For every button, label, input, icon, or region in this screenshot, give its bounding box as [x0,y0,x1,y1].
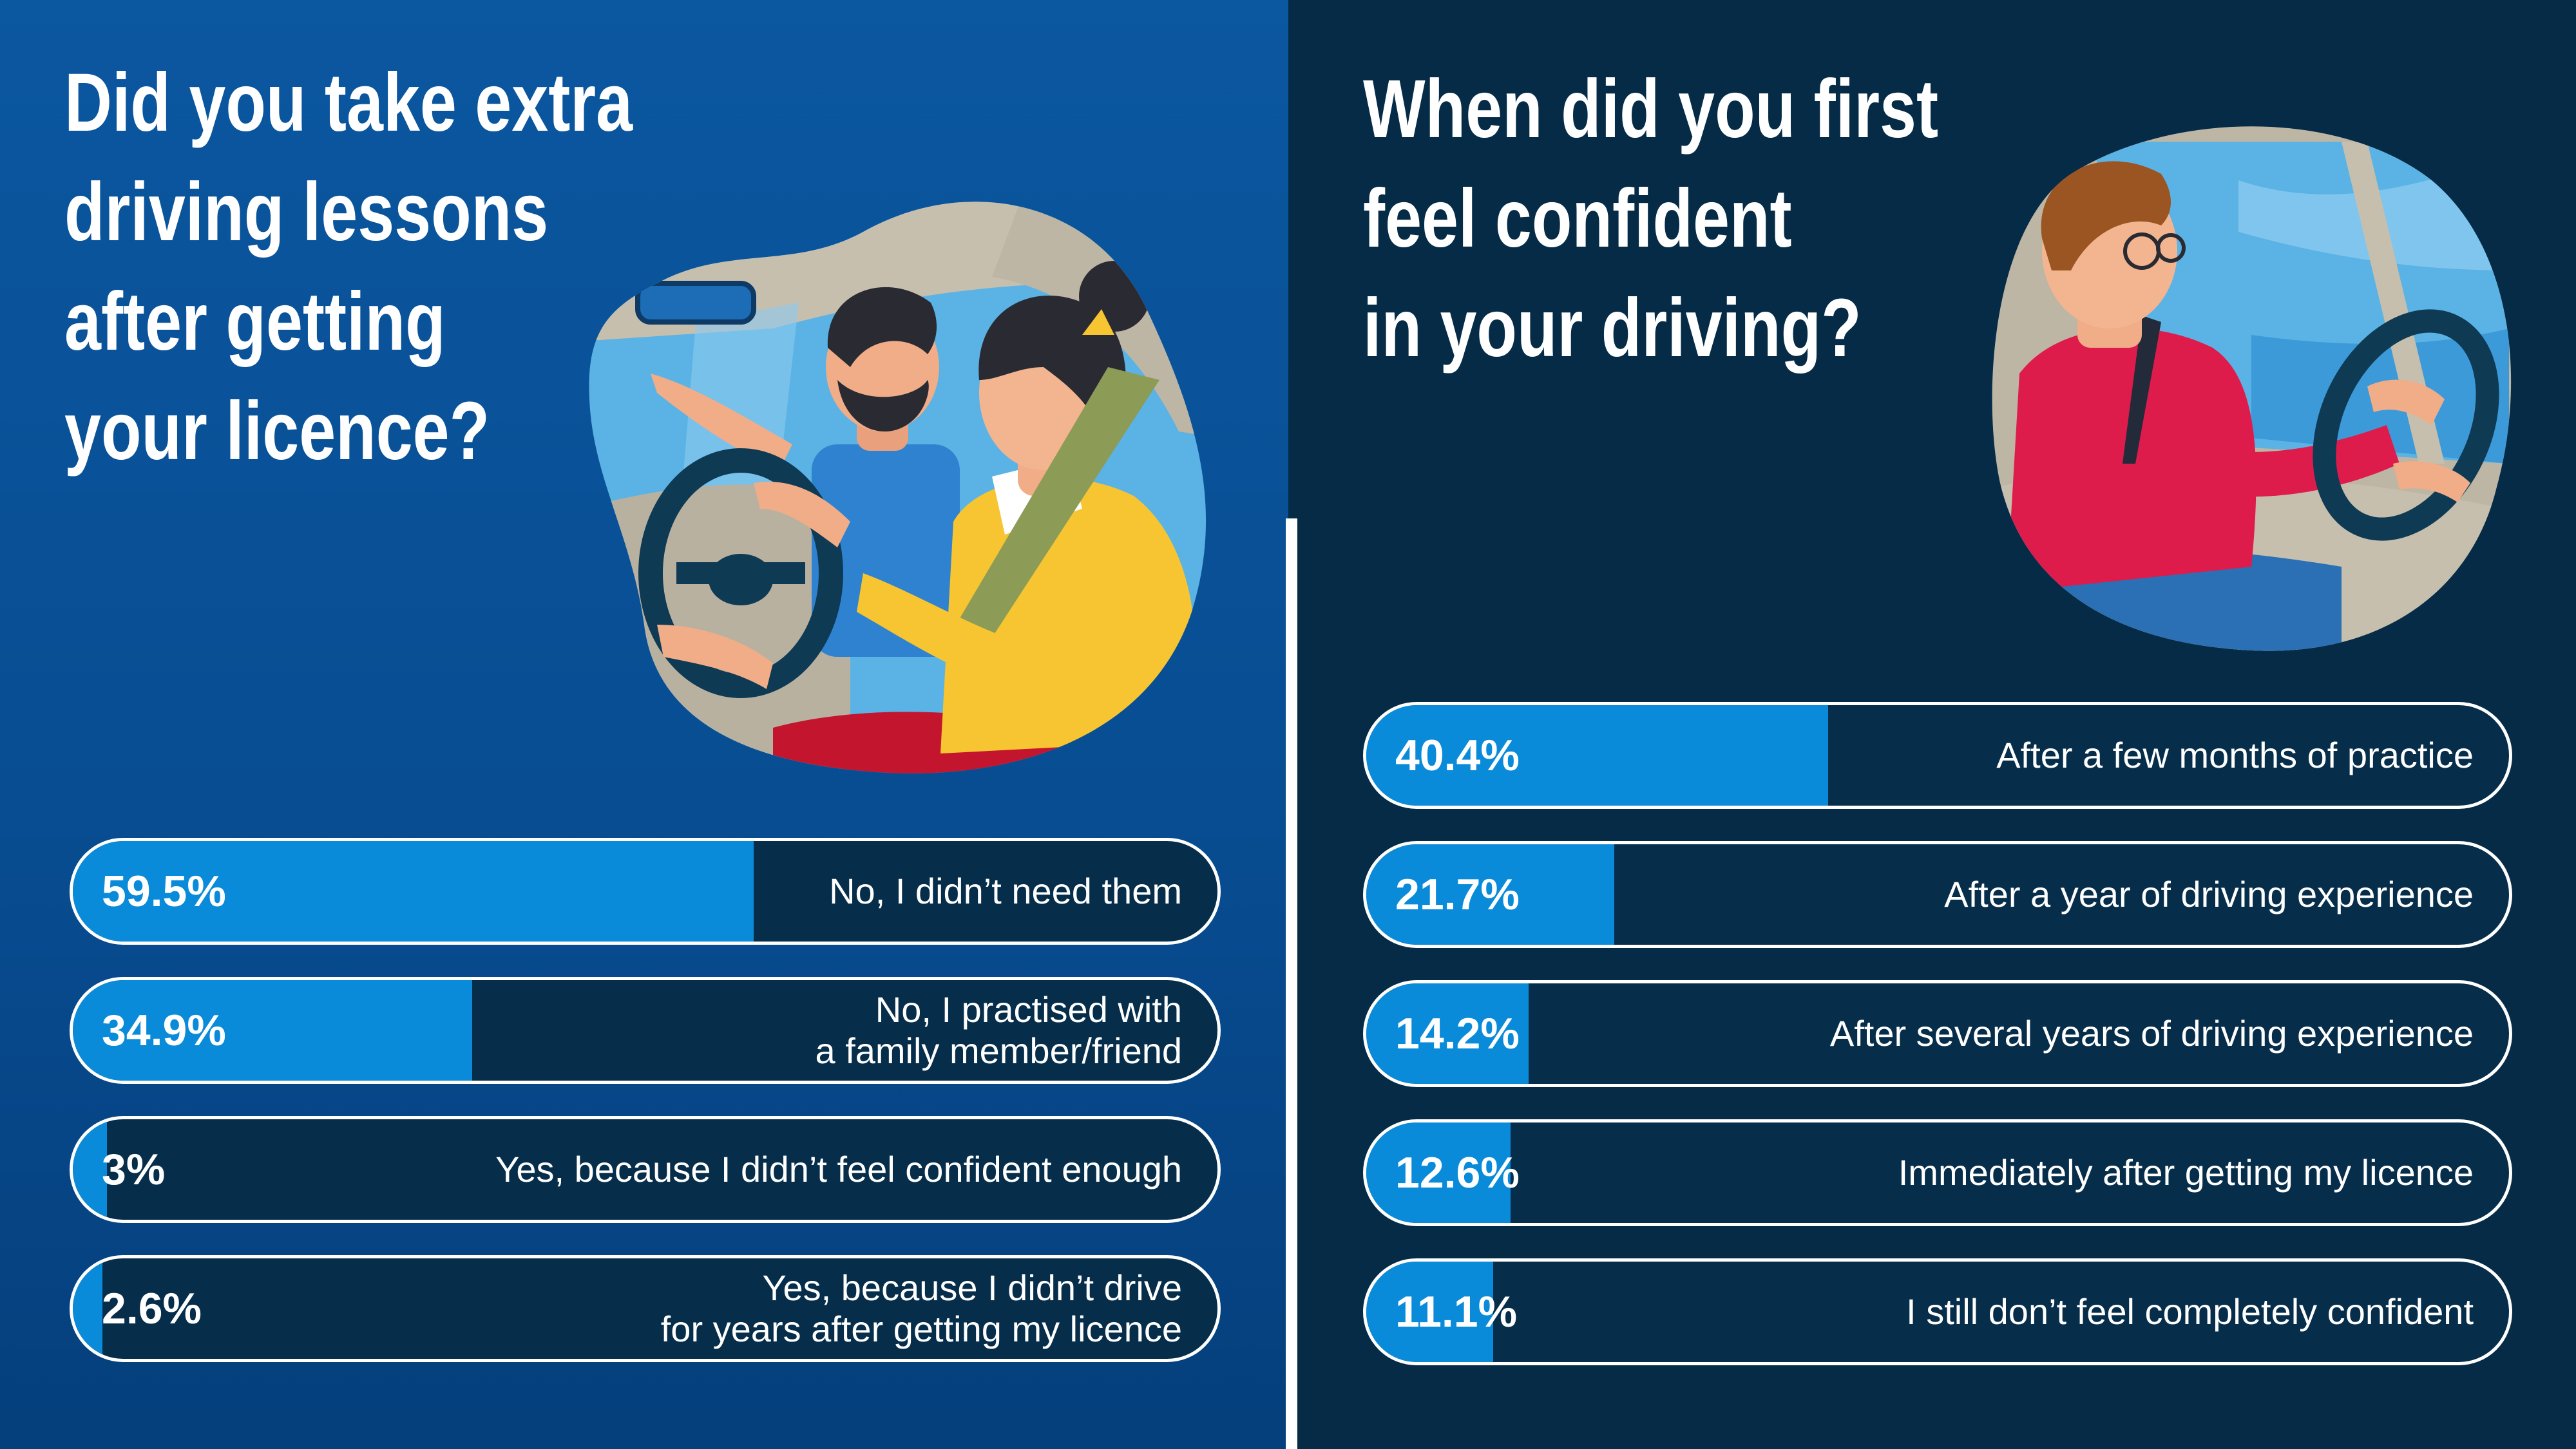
bar-row: 40.4% After a few months of practice [1363,702,2512,809]
bar-fill [73,1258,103,1359]
bar-category-label: Yes, because I didn’t feel confident eno… [495,1119,1182,1220]
bar-category-line: a family member/friend [815,1030,1182,1071]
bar-value-label: 2.6% [102,1284,202,1333]
bar-fill [73,980,473,1081]
bar-category-line: No, I practised with [875,989,1182,1030]
bar-row: 21.7% After a year of driving experience [1363,841,2512,948]
bar-category-line: After a year of driving experience [1944,874,2474,914]
bar-value-label: 3% [102,1145,166,1194]
bar-fill [1366,1122,1511,1223]
car-passengers-illustration [589,202,1207,773]
right-title-line: feel confident [1363,173,1792,265]
bar-category-line: Yes, because I didn’t feel confident eno… [495,1149,1182,1189]
left-bar-chart: 59.5% No, I didn’t need them 34.9% No, I… [70,838,1221,1366]
bar-fill [1366,705,1828,806]
left-title-line: driving lessons [64,166,549,258]
bar-category-label: After a few months of practice [1996,705,2474,806]
bar-category-line: Immediately after getting my licence [1898,1152,2474,1193]
bar-category-label: No, I practised with a family member/fri… [815,980,1182,1081]
left-title-line: your licence? [64,385,490,477]
bar-row: 11.1% I still don’t feel completely conf… [1363,1258,2512,1365]
bar-value-label: 11.1% [1395,1287,1518,1336]
panel-divider [1286,518,1297,1449]
bar-row: 14.2% After several years of driving exp… [1363,980,2512,1087]
bar-fill [1366,983,1529,1084]
bar-category-label: I still don’t feel completely confident [1906,1262,2474,1362]
left-panel: Did you take extra driving lessons after… [0,0,1288,1449]
bar-row: 12.6% Immediately after getting my licen… [1363,1119,2512,1226]
bar-category-line: I still don’t feel completely confident [1906,1291,2474,1332]
bar-category-line: No, I didn’t need them [829,871,1182,911]
bar-category-label: Immediately after getting my licence [1898,1122,2474,1223]
left-title-line: Did you take extra [64,57,633,149]
bar-value-label: 34.9% [102,1006,226,1055]
bar-category-label: After a year of driving experience [1944,844,2474,945]
bar-fill [1366,1262,1493,1362]
right-bar-chart: 40.4% After a few months of practice 21.… [1363,702,2512,1369]
bar-value-label: 21.7% [1395,870,1520,919]
bar-value-label: 14.2% [1395,1009,1520,1058]
bar-category-line: After several years of driving experienc… [1829,1013,2474,1054]
bar-fill [1366,844,1614,945]
bar-row: 34.9% No, I practised with a family memb… [70,977,1221,1084]
right-title-line: When did you first [1363,63,1939,155]
bar-category-label: No, I didn’t need them [829,841,1182,942]
right-title-line: in your driving? [1363,282,1862,374]
right-chart-title: When did you first feel confident in you… [1363,55,1938,383]
bar-category-line: for years after getting my licence [660,1309,1182,1349]
right-panel: When did you first feel confident in you… [1288,0,2576,1449]
bar-category-label: Yes, because I didn’t drive for years af… [661,1258,1182,1359]
bar-category-label: After several years of driving experienc… [1830,983,2474,1084]
bar-category-line: Yes, because I didn’t drive [762,1267,1182,1308]
left-title-line: after getting [64,276,446,368]
bar-value-label: 40.4% [1395,731,1520,780]
bar-value-label: 59.5% [102,867,226,916]
bar-category-line: After a few months of practice [1996,735,2474,775]
driver-illustration [1992,126,2512,651]
bar-fill [73,1119,108,1220]
bar-row: 2.6% Yes, because I didn’t drive for yea… [70,1255,1221,1362]
left-chart-title: Did you take extra driving lessons after… [64,48,633,486]
bar-value-label: 12.6% [1395,1148,1520,1197]
bar-row: 3% Yes, because I didn’t feel confident … [70,1116,1221,1223]
bar-row: 59.5% No, I didn’t need them [70,838,1221,945]
bar-fill [73,841,754,942]
